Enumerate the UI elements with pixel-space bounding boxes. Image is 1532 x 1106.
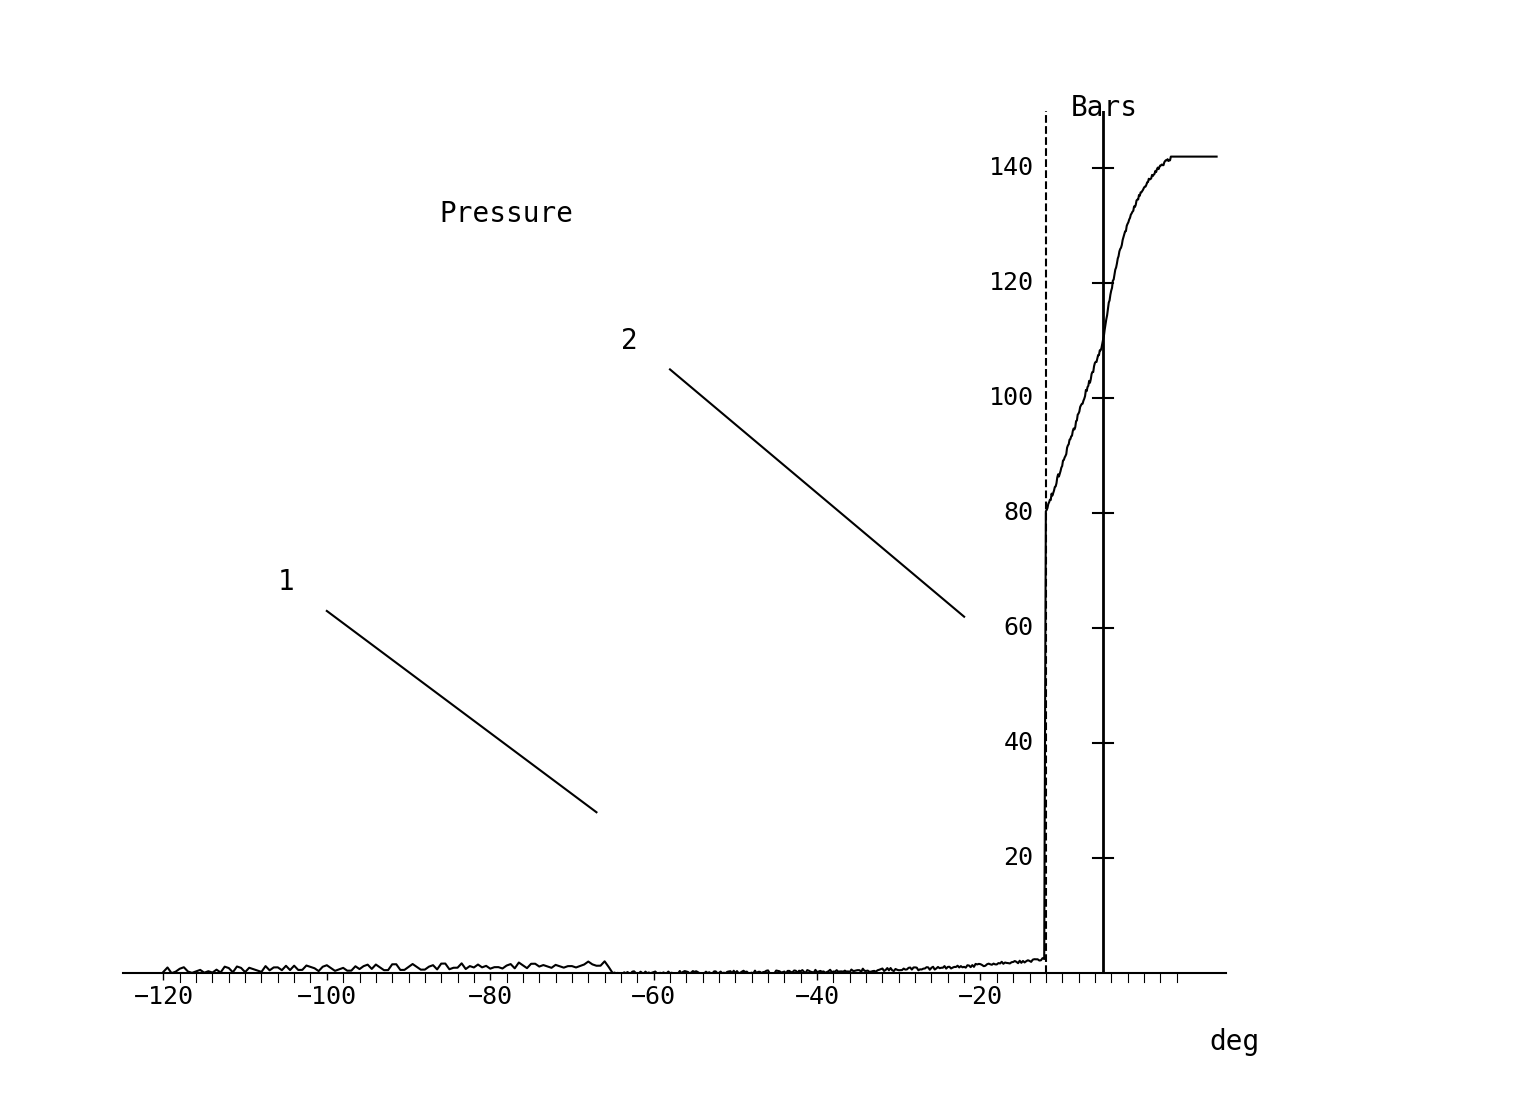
Text: 60: 60 — [1003, 616, 1034, 640]
Text: 20: 20 — [1003, 846, 1034, 870]
Text: deg: deg — [1209, 1029, 1259, 1056]
Text: 140: 140 — [988, 156, 1034, 180]
Text: 80: 80 — [1003, 501, 1034, 525]
Text: 100: 100 — [988, 386, 1034, 410]
Text: Bars: Bars — [1071, 94, 1137, 122]
Text: Pressure: Pressure — [440, 200, 573, 228]
Text: 120: 120 — [988, 271, 1034, 295]
Text: 40: 40 — [1003, 731, 1034, 755]
Text: 2: 2 — [620, 326, 637, 355]
Text: 1: 1 — [277, 568, 294, 596]
